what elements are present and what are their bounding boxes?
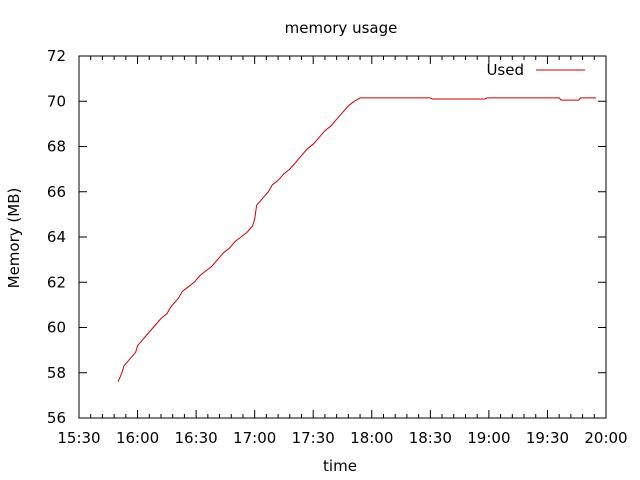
y-tick-label: 62 — [47, 273, 66, 291]
y-tick-label: 56 — [47, 409, 66, 427]
x-tick-label: 16:30 — [174, 429, 217, 447]
x-tick-label: 15:30 — [57, 429, 100, 447]
ticks-layer: 15:30 16:00 16:30 17:00 17:30 18:00 18:30 19:00… — [47, 47, 628, 447]
y-tick-label: 68 — [47, 138, 66, 156]
y-tick-label: 58 — [47, 364, 66, 382]
y-tick-label: 66 — [47, 183, 66, 201]
x-tick-label: 19:00 — [467, 429, 510, 447]
x-tick-label: 16:00 — [116, 429, 159, 447]
series-layer — [117, 97, 597, 383]
y-axis-label: Memory (MB) — [5, 188, 23, 289]
chart-title: memory usage — [285, 19, 398, 37]
x-axis-label: time — [323, 457, 357, 475]
legend-label-used: Used — [486, 61, 524, 79]
series-line-used — [117, 97, 597, 383]
x-tick-label: 18:00 — [350, 429, 393, 447]
x-tick-label: 18:30 — [409, 429, 452, 447]
y-tick-label: 72 — [47, 47, 66, 65]
x-tick-label: 17:00 — [233, 429, 276, 447]
legend: Used — [486, 61, 585, 79]
y-tick-label: 60 — [47, 319, 66, 337]
y-tick-label: 64 — [47, 228, 66, 246]
plot-frame — [78, 55, 607, 419]
x-tick-label: 17:30 — [292, 429, 335, 447]
y-tick-label: 70 — [47, 92, 66, 110]
x-tick-label: 20:00 — [584, 429, 627, 447]
x-tick-label: 19:30 — [526, 429, 569, 447]
